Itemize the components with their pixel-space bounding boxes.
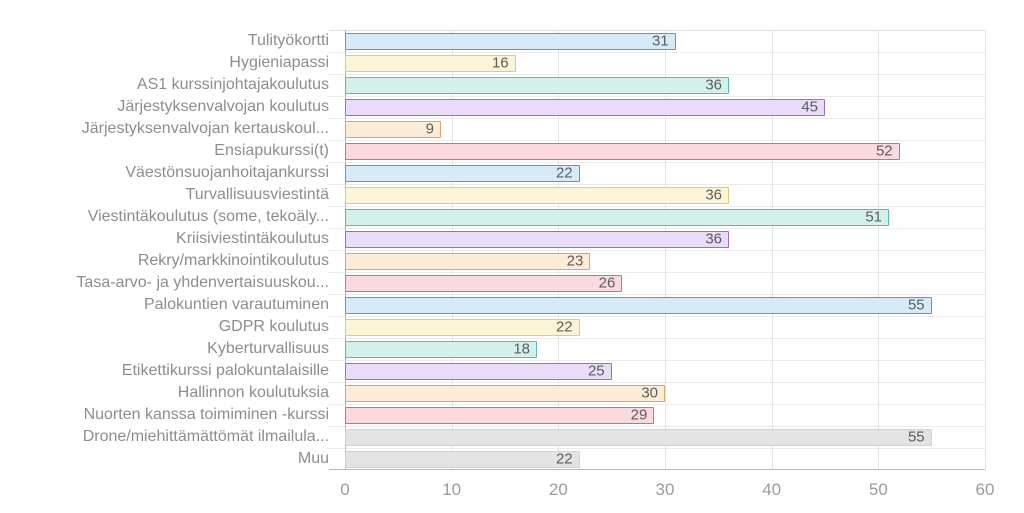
category-label: Turvallisuusviestintä [185, 186, 329, 203]
row-gridline [329, 96, 985, 97]
bar-value-label: 45 [801, 98, 818, 116]
category-label: Drone/miehittämättömät ilmailula... [82, 428, 329, 445]
bar-value-label: 22 [555, 450, 573, 468]
category-label: Järjestyksenvalvojan koulutus [117, 98, 329, 115]
category-label: AS1 kurssinjohtajakoulutus [136, 76, 329, 93]
row-gridline [329, 404, 985, 405]
gridline [878, 30, 880, 470]
bar-value-label: 26 [598, 274, 616, 292]
bar: 36 [345, 186, 729, 204]
gridline [451, 30, 453, 470]
y-axis-line [345, 30, 346, 470]
category-label: Nuorten kanssa toimiminen -kurssi [83, 406, 329, 423]
bar: 45 [345, 98, 825, 116]
x-tick-label: 30 [655, 480, 675, 499]
x-axis-line [329, 469, 985, 470]
x-tick-label: 0 [340, 480, 350, 499]
bar: 18 [345, 340, 537, 358]
row-gridline [329, 162, 985, 163]
category-label: Rekry/markkinointikoulutus [137, 252, 329, 269]
bar: 9 [345, 120, 441, 138]
x-tick-label: 50 [868, 480, 888, 499]
x-axis: 0 10 20 30 40 50 60 [0, 478, 1024, 502]
bar-value-label: 51 [865, 208, 882, 226]
bar: 22 [345, 164, 580, 182]
bar: 26 [345, 274, 623, 292]
bar: 25 [345, 362, 612, 380]
bar: 16 [345, 54, 516, 72]
x-tick-label: 40 [762, 480, 782, 499]
row-gridline [329, 74, 985, 75]
category-label: Hygieniapassi [229, 54, 329, 71]
category-label: Ensiapukurssi(t) [214, 142, 329, 159]
bar: 55 [345, 428, 932, 446]
bar: 23 [345, 252, 591, 270]
category-label: Väestönsuojanhoitajankurssi [125, 164, 329, 181]
bar-value-label: 9 [425, 120, 434, 138]
gridline [558, 30, 560, 470]
row-gridline [329, 382, 985, 383]
row-gridline [329, 118, 985, 119]
category-label: Järjestyksenvalvojan kertauskoul... [81, 120, 329, 137]
bar-value-label: 30 [641, 384, 658, 402]
row-gridline [329, 294, 985, 295]
bar: 51 [345, 208, 889, 226]
row-gridline [329, 52, 985, 53]
bar: 29 [345, 406, 655, 424]
category-label: Tulityökortti [247, 32, 329, 49]
row-gridline [329, 360, 985, 361]
category-label: Etikettikurssi palokuntalaisille [121, 362, 329, 379]
bar-value-label: 36 [705, 76, 722, 94]
bar-value-label: 52 [875, 142, 893, 160]
plot-top-border [329, 30, 985, 31]
bar: 52 [345, 142, 900, 160]
bar-value-label: 16 [491, 54, 509, 72]
bar-value-label: 23 [566, 252, 584, 270]
bar-value-label: 31 [651, 32, 669, 50]
row-gridline [329, 272, 985, 273]
bar-value-label: 55 [907, 296, 925, 314]
row-gridline [329, 140, 985, 141]
bar: 31 [345, 32, 676, 50]
bar: 55 [345, 296, 932, 314]
gridline [771, 30, 773, 470]
bar: 22 [345, 450, 580, 468]
bar: 36 [345, 230, 729, 248]
category-label: Viestintäkoulutus (some, tekoäly... [87, 208, 329, 225]
category-label: Tasa-arvo- ja yhdenvertaisuuskou... [76, 274, 329, 291]
bar-value-label: 22 [555, 164, 573, 182]
bar-value-label: 18 [513, 340, 530, 358]
row-gridline [329, 228, 985, 229]
bar-value-label: 36 [705, 186, 722, 204]
category-label: Palokuntien varautuminen [143, 296, 329, 313]
x-tick-label: 60 [975, 480, 995, 499]
bar-value-label: 22 [555, 318, 573, 336]
row-gridline [329, 250, 985, 251]
gridline [665, 30, 666, 470]
bar: 30 [345, 384, 665, 402]
bar-value-label: 29 [630, 406, 648, 424]
category-label: Hallinnon koulutuksia [177, 384, 329, 401]
row-gridline [329, 316, 985, 317]
category-label: GDPR koulutus [218, 318, 329, 335]
row-gridline [329, 448, 985, 449]
row-gridline [329, 184, 985, 185]
category-label: Kriisiviestintäkoulutus [176, 230, 329, 247]
bar: 36 [345, 76, 729, 94]
category-label: Kyberturvallisuus [207, 340, 329, 357]
row-gridline [329, 338, 985, 339]
bar: 22 [345, 318, 580, 336]
bar-value-label: 25 [587, 362, 605, 380]
x-tick-label: 20 [548, 480, 568, 499]
bar-value-label: 55 [907, 428, 925, 446]
gridline [985, 30, 986, 470]
category-label: Muu [297, 450, 329, 467]
bar-value-label: 36 [705, 230, 722, 248]
row-gridline [329, 206, 985, 207]
x-tick-label: 10 [442, 480, 462, 499]
plot-area: 31 16 36 45 9 52 22 36 51 36 23 26 55 22 18 25 30 29 55 22 [329, 30, 986, 470]
row-gridline [329, 426, 985, 427]
